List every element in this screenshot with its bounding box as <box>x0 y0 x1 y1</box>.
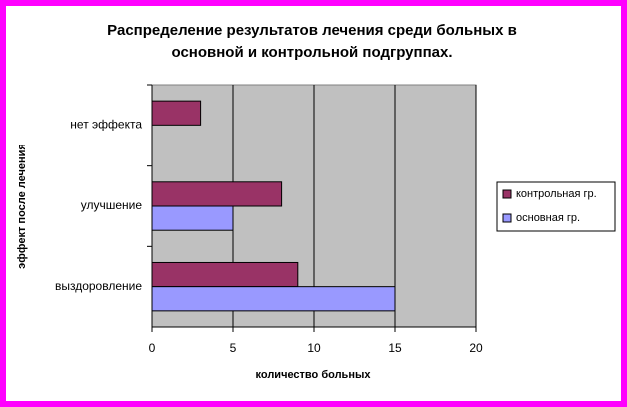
x-tick-label: 20 <box>469 341 483 355</box>
bar <box>151 100 202 126</box>
bar <box>151 205 234 231</box>
x-tick-label: 10 <box>307 341 321 355</box>
legend-label: основная гр. <box>516 212 580 224</box>
y-axis-title: эффект после лечения <box>16 143 28 269</box>
chart-title: основной и контрольной подгруппах. <box>171 44 452 61</box>
bar <box>151 286 396 312</box>
y-tick-label: выздоровление <box>55 279 142 293</box>
bar <box>151 181 283 207</box>
x-tick-label: 5 <box>230 341 237 355</box>
legend-swatch <box>502 213 512 223</box>
legend-label: контрольная гр. <box>516 188 597 200</box>
y-tick-label: нет эффекта <box>70 118 142 132</box>
legend <box>496 181 616 232</box>
legend-swatch <box>502 189 512 199</box>
bar <box>151 261 299 288</box>
y-axis-title-group: эффект после лечения <box>16 143 28 269</box>
x-axis-title: количество больных <box>256 369 372 381</box>
chart-title: Распределение результатов лечения среди … <box>107 22 517 39</box>
x-tick-label: 0 <box>149 341 156 355</box>
y-tick-label: улучшение <box>81 198 143 212</box>
x-tick-label: 15 <box>388 341 402 355</box>
